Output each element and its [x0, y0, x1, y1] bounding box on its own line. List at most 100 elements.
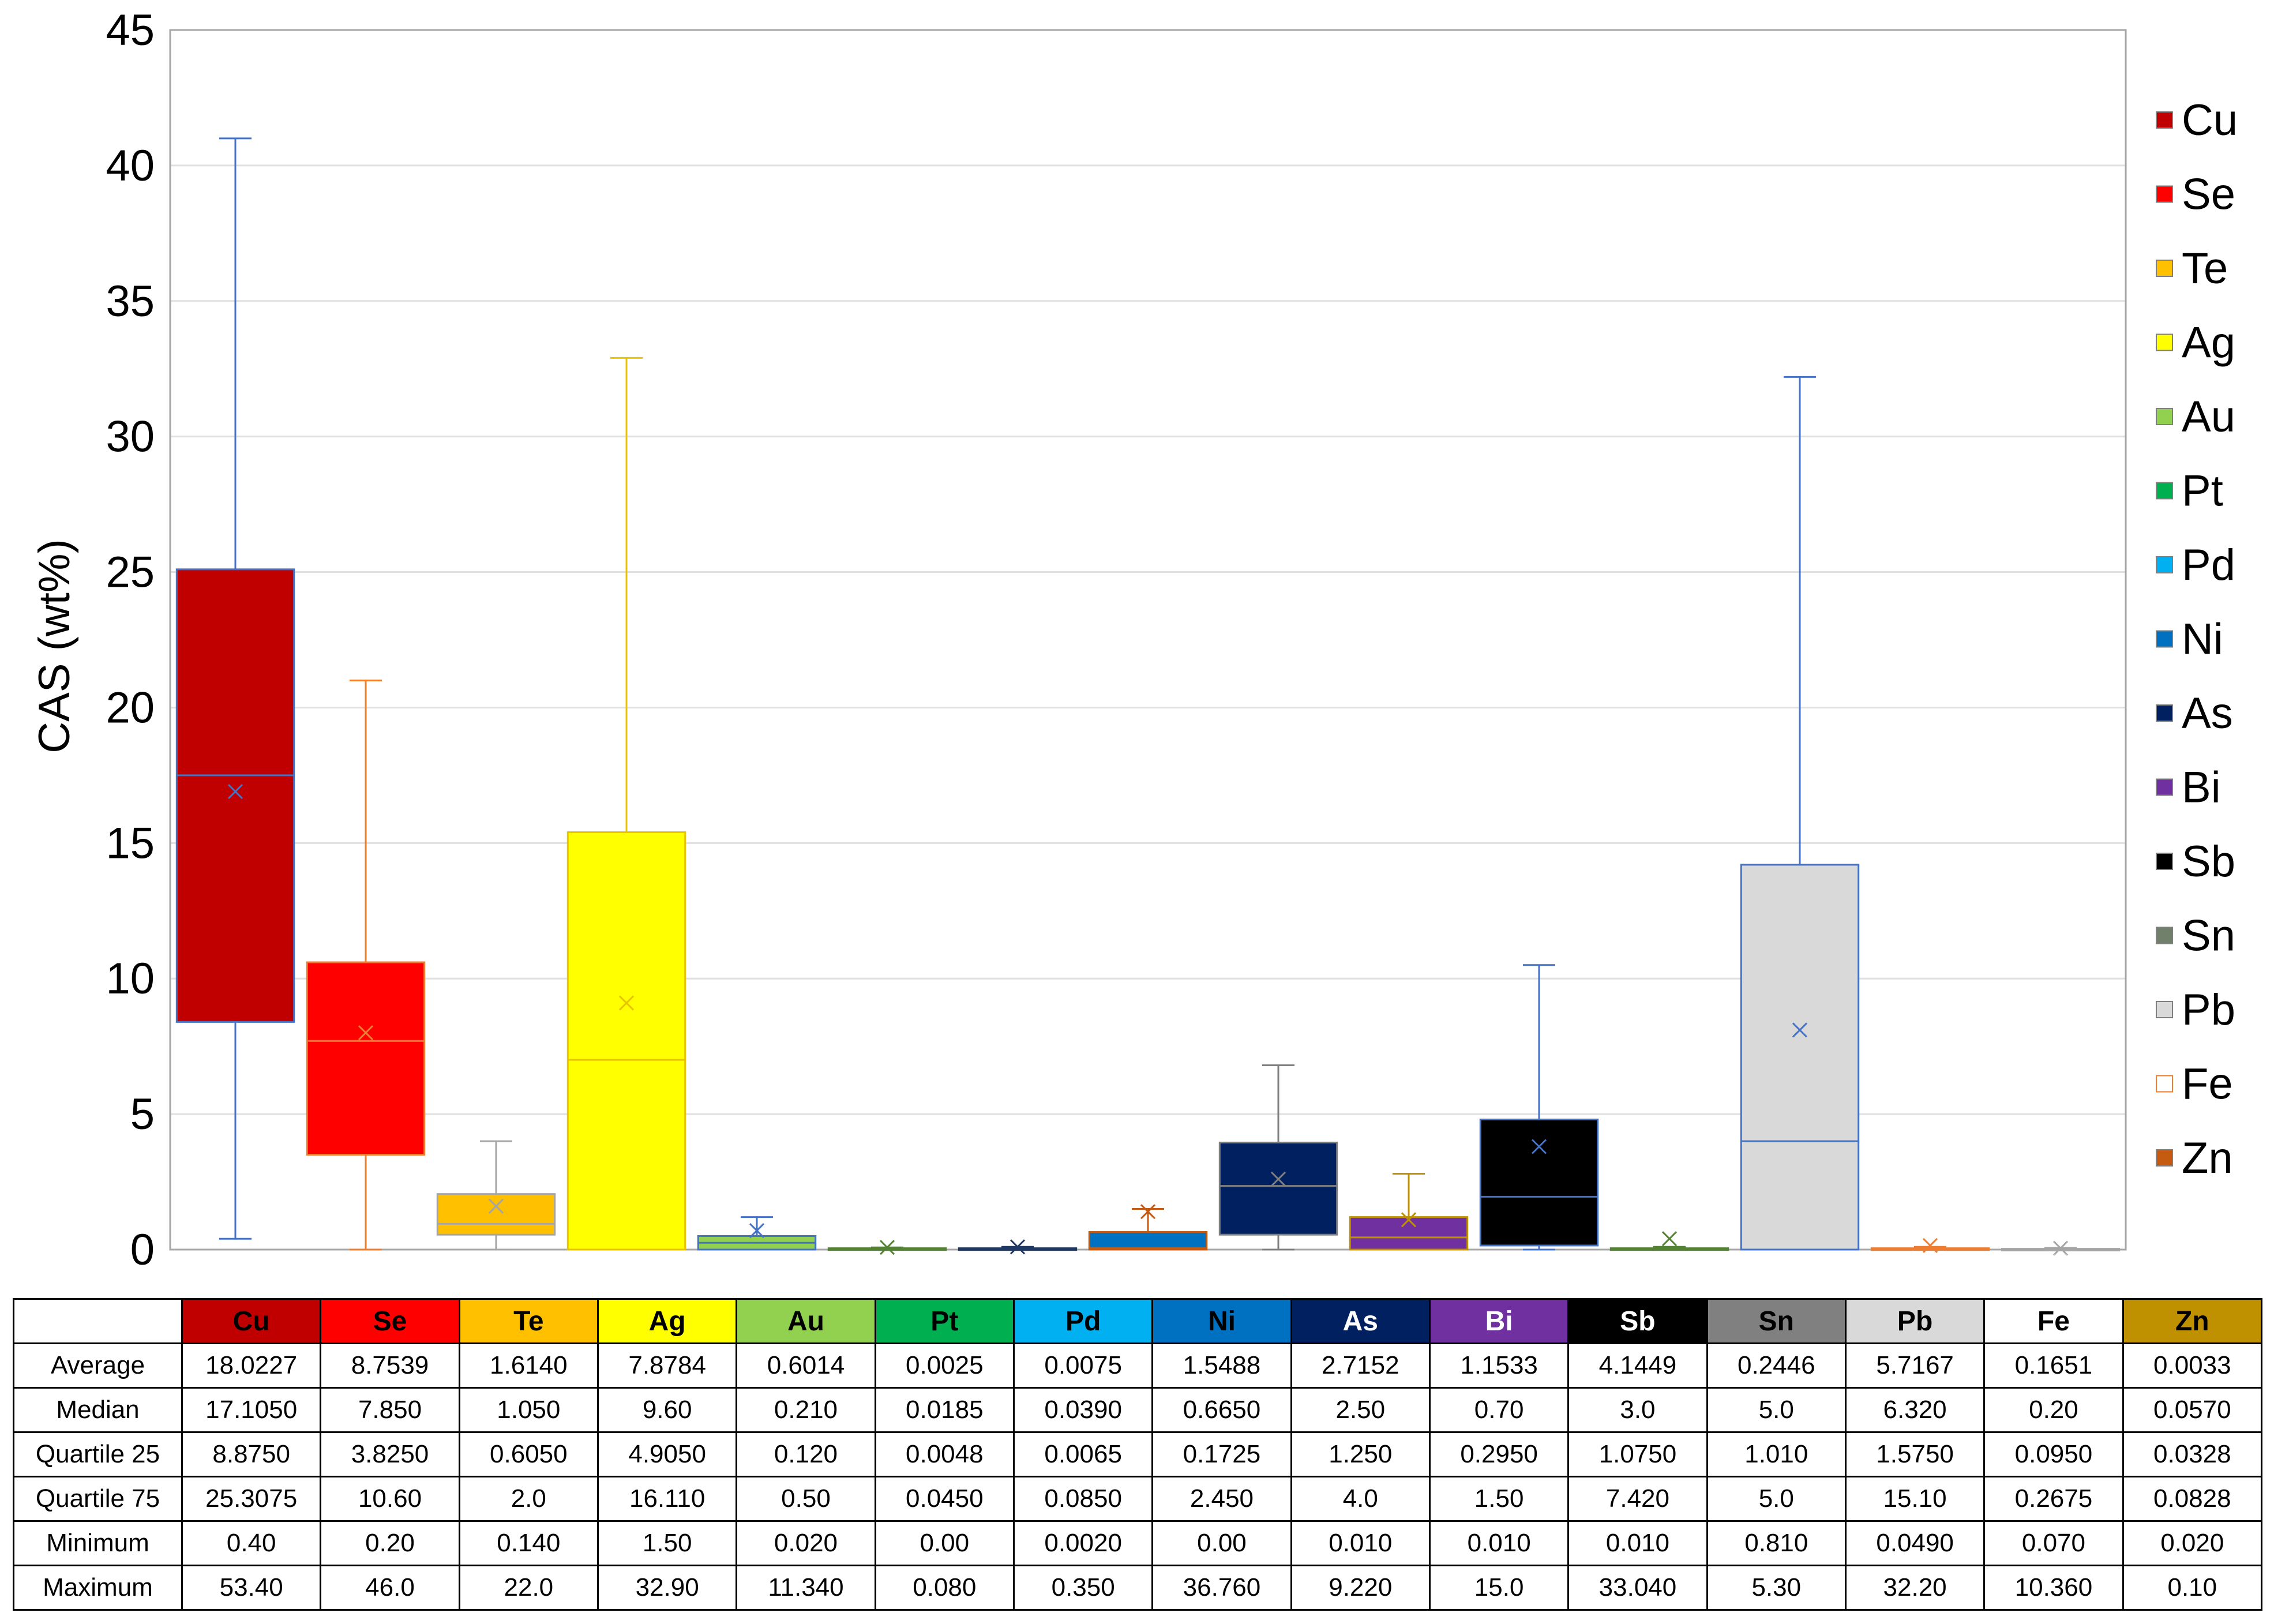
mean-marker-stroke-b — [618, 995, 635, 1011]
box-body-Sb — [1479, 1119, 1599, 1247]
table-cell: 1.6140 — [458, 1342, 599, 1389]
legend-label-Sb: Sb — [2182, 837, 2235, 886]
table-cell: 0.0950 — [1983, 1431, 2124, 1477]
legend-item-Pt: Pt — [2156, 467, 2223, 516]
box-body-Cu — [175, 568, 295, 1023]
column-header-Zn: Zn — [2122, 1298, 2263, 1344]
table-cell: 4.9050 — [596, 1431, 738, 1477]
table-cell: 46.0 — [320, 1565, 460, 1611]
legend-swatch-As — [2156, 704, 2173, 722]
mean-marker-stroke-b — [488, 1198, 504, 1214]
box-body-Ag — [566, 831, 686, 1251]
table-cell: 5.0 — [1706, 1476, 1847, 1522]
table-cell: 0.0328 — [2122, 1431, 2263, 1477]
table-cell: 0.2675 — [1983, 1476, 2124, 1522]
table-cell: 10.360 — [1983, 1565, 2124, 1611]
table-cell: 2.7152 — [1290, 1342, 1431, 1389]
box-plot-chart: 0 5 10 15 20 25 30 35 40 45 CAS (wt%) Cu Se Te Ag Au P… — [30, 6, 2238, 1274]
table-cell: 36.760 — [1151, 1565, 1292, 1611]
table-cell: 0.210 — [736, 1387, 876, 1433]
table-cell: 18.0227 — [181, 1342, 322, 1389]
column-header-Au: Au — [736, 1298, 876, 1344]
box-body-Te — [436, 1193, 556, 1236]
table-cell: 0.0450 — [874, 1476, 1015, 1522]
legend-item-Sb: Sb — [2156, 837, 2235, 886]
table-cell: 1.5750 — [1844, 1431, 1986, 1477]
table-cell: 0.0850 — [1012, 1476, 1154, 1522]
table-cell: 0.50 — [736, 1476, 876, 1522]
legend-swatch-Sn — [2156, 927, 2173, 944]
y-tick-label-5: 5 — [130, 1090, 155, 1139]
box-Sb — [1479, 964, 1599, 1251]
table-cell: 0.0185 — [874, 1387, 1015, 1433]
table-cell: 8.8750 — [181, 1431, 322, 1477]
mean-marker-stroke-b — [358, 1025, 374, 1041]
mean-marker-Au — [749, 1223, 765, 1239]
table-cell: 0.020 — [736, 1520, 876, 1566]
table-cell: 0.6650 — [1151, 1387, 1292, 1433]
row-label: Median — [13, 1387, 183, 1433]
legend-swatch-Cu — [2156, 111, 2173, 129]
y-tick-label-30: 30 — [106, 412, 155, 462]
table-cell: 0.20 — [320, 1520, 460, 1566]
mean-marker-stroke-b — [1661, 1231, 1678, 1247]
box-body-Pb — [1740, 864, 1860, 1251]
mean-marker-Fe — [1922, 1237, 1938, 1254]
table-cell: 0.010 — [1290, 1520, 1431, 1566]
table-cell: 16.110 — [596, 1476, 738, 1522]
mean-marker-As — [1270, 1171, 1286, 1187]
legend-swatch-Ni — [2156, 630, 2173, 648]
table-cell: 2.0 — [458, 1476, 599, 1522]
table-cell: 0.1651 — [1983, 1342, 2124, 1389]
mean-marker-Te — [488, 1198, 504, 1214]
y-tick-label-35: 35 — [106, 277, 155, 326]
row-label: Maximum — [13, 1565, 183, 1611]
y-axis-label: CAS (wt%) — [30, 539, 79, 753]
table-body: Average 18.0227 8.7539 1.6140 7.8784 0.6014 0.… — [13, 1342, 2263, 1611]
table-cell: 0.120 — [736, 1431, 876, 1477]
legend-label-Zn: Zn — [2182, 1134, 2233, 1183]
table-row: Quartile 75 25.3075 10.60 2.0 16.110 0.50 0.04… — [13, 1476, 2263, 1522]
table-cell: 3.8250 — [320, 1431, 460, 1477]
mean-marker-stroke-b — [1922, 1237, 1938, 1254]
table-corner-cell — [13, 1298, 183, 1344]
row-label: Average — [13, 1342, 183, 1389]
legend-label-Fe: Fe — [2182, 1060, 2233, 1109]
statistics-table: Cu Se Te Ag Au Pt Pd Ni As Bi Sb Sn Pb Fe Zn Average 18… — [13, 1298, 2263, 1611]
column-header-Bi: Bi — [1428, 1298, 1570, 1344]
legend-item-Au: Au — [2156, 392, 2235, 441]
mean-marker-stroke-b — [1140, 1204, 1156, 1220]
table-cell: 10.60 — [320, 1476, 460, 1522]
legend-label-Se: Se — [2182, 170, 2235, 219]
legend-label-Pd: Pd — [2182, 541, 2235, 590]
box-Te — [436, 1140, 556, 1251]
legend-label-Pb: Pb — [2182, 985, 2235, 1034]
legend-item-Pb: Pb — [2156, 985, 2235, 1034]
box-As — [1218, 1064, 1338, 1251]
table-cell: 33.040 — [1567, 1565, 1708, 1611]
table-cell: 0.0048 — [874, 1431, 1015, 1477]
table-row: Median 17.1050 7.850 1.050 9.60 0.210 0.0185 0.… — [13, 1387, 2263, 1433]
y-tick-label-0: 0 — [130, 1225, 155, 1274]
column-header-Cu: Cu — [181, 1298, 322, 1344]
table-cell: 32.20 — [1844, 1565, 1986, 1611]
mean-marker-stroke-b — [1270, 1171, 1286, 1187]
row-label: Quartile 25 — [13, 1431, 183, 1477]
legend-swatch-Zn — [2156, 1149, 2173, 1167]
legend-item-Sn: Sn — [2156, 912, 2235, 961]
table-cell: 0.140 — [458, 1520, 599, 1566]
mean-marker-Zn — [2052, 1240, 2069, 1256]
table-cell: 0.70 — [1428, 1387, 1570, 1433]
table-cell: 5.30 — [1706, 1565, 1847, 1611]
table-cell: 0.6014 — [736, 1342, 876, 1389]
table-cell: 0.010 — [1428, 1520, 1570, 1566]
legend-item-Pd: Pd — [2156, 541, 2235, 590]
legend-swatch-Bi — [2156, 778, 2173, 796]
legend-swatch-Pt — [2156, 482, 2173, 500]
legend-item-Ni: Ni — [2156, 615, 2223, 664]
table-cell: 0.0075 — [1012, 1342, 1154, 1389]
box-body-As — [1218, 1141, 1338, 1236]
column-header-Sb: Sb — [1567, 1298, 1708, 1344]
box-body-Ni — [1088, 1231, 1208, 1251]
legend-label-Pt: Pt — [2182, 467, 2223, 516]
